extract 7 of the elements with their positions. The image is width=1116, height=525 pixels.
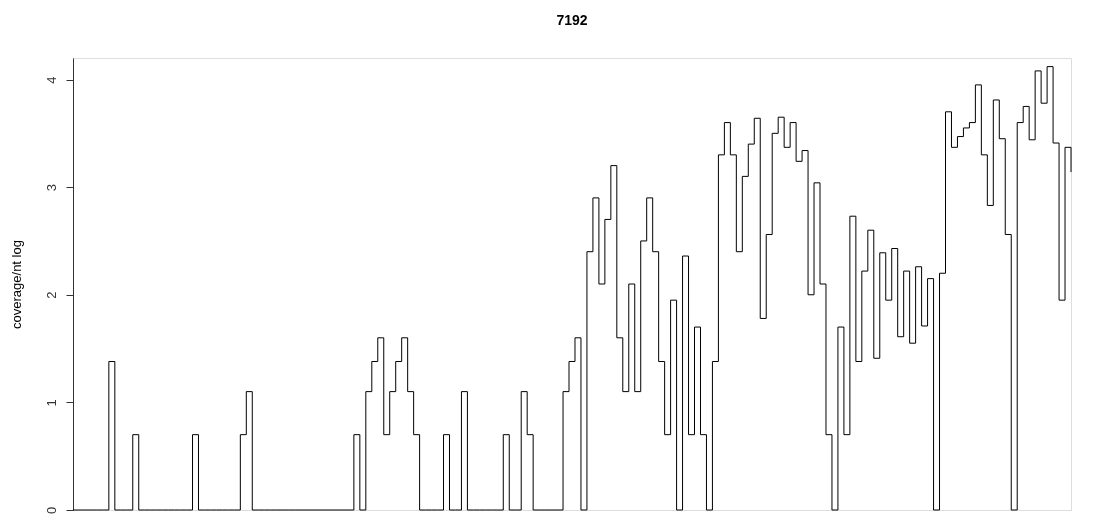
y-tick-label: 3 bbox=[43, 184, 59, 192]
y-tick-label: 1 bbox=[43, 399, 59, 407]
y-tick-label: 0 bbox=[43, 506, 59, 515]
y-axis-title: coverage/nt log bbox=[8, 240, 24, 329]
chart-title: 7192 bbox=[556, 12, 588, 28]
y-tick-label: 2 bbox=[43, 291, 59, 299]
y-tick-label: 4 bbox=[43, 76, 59, 84]
